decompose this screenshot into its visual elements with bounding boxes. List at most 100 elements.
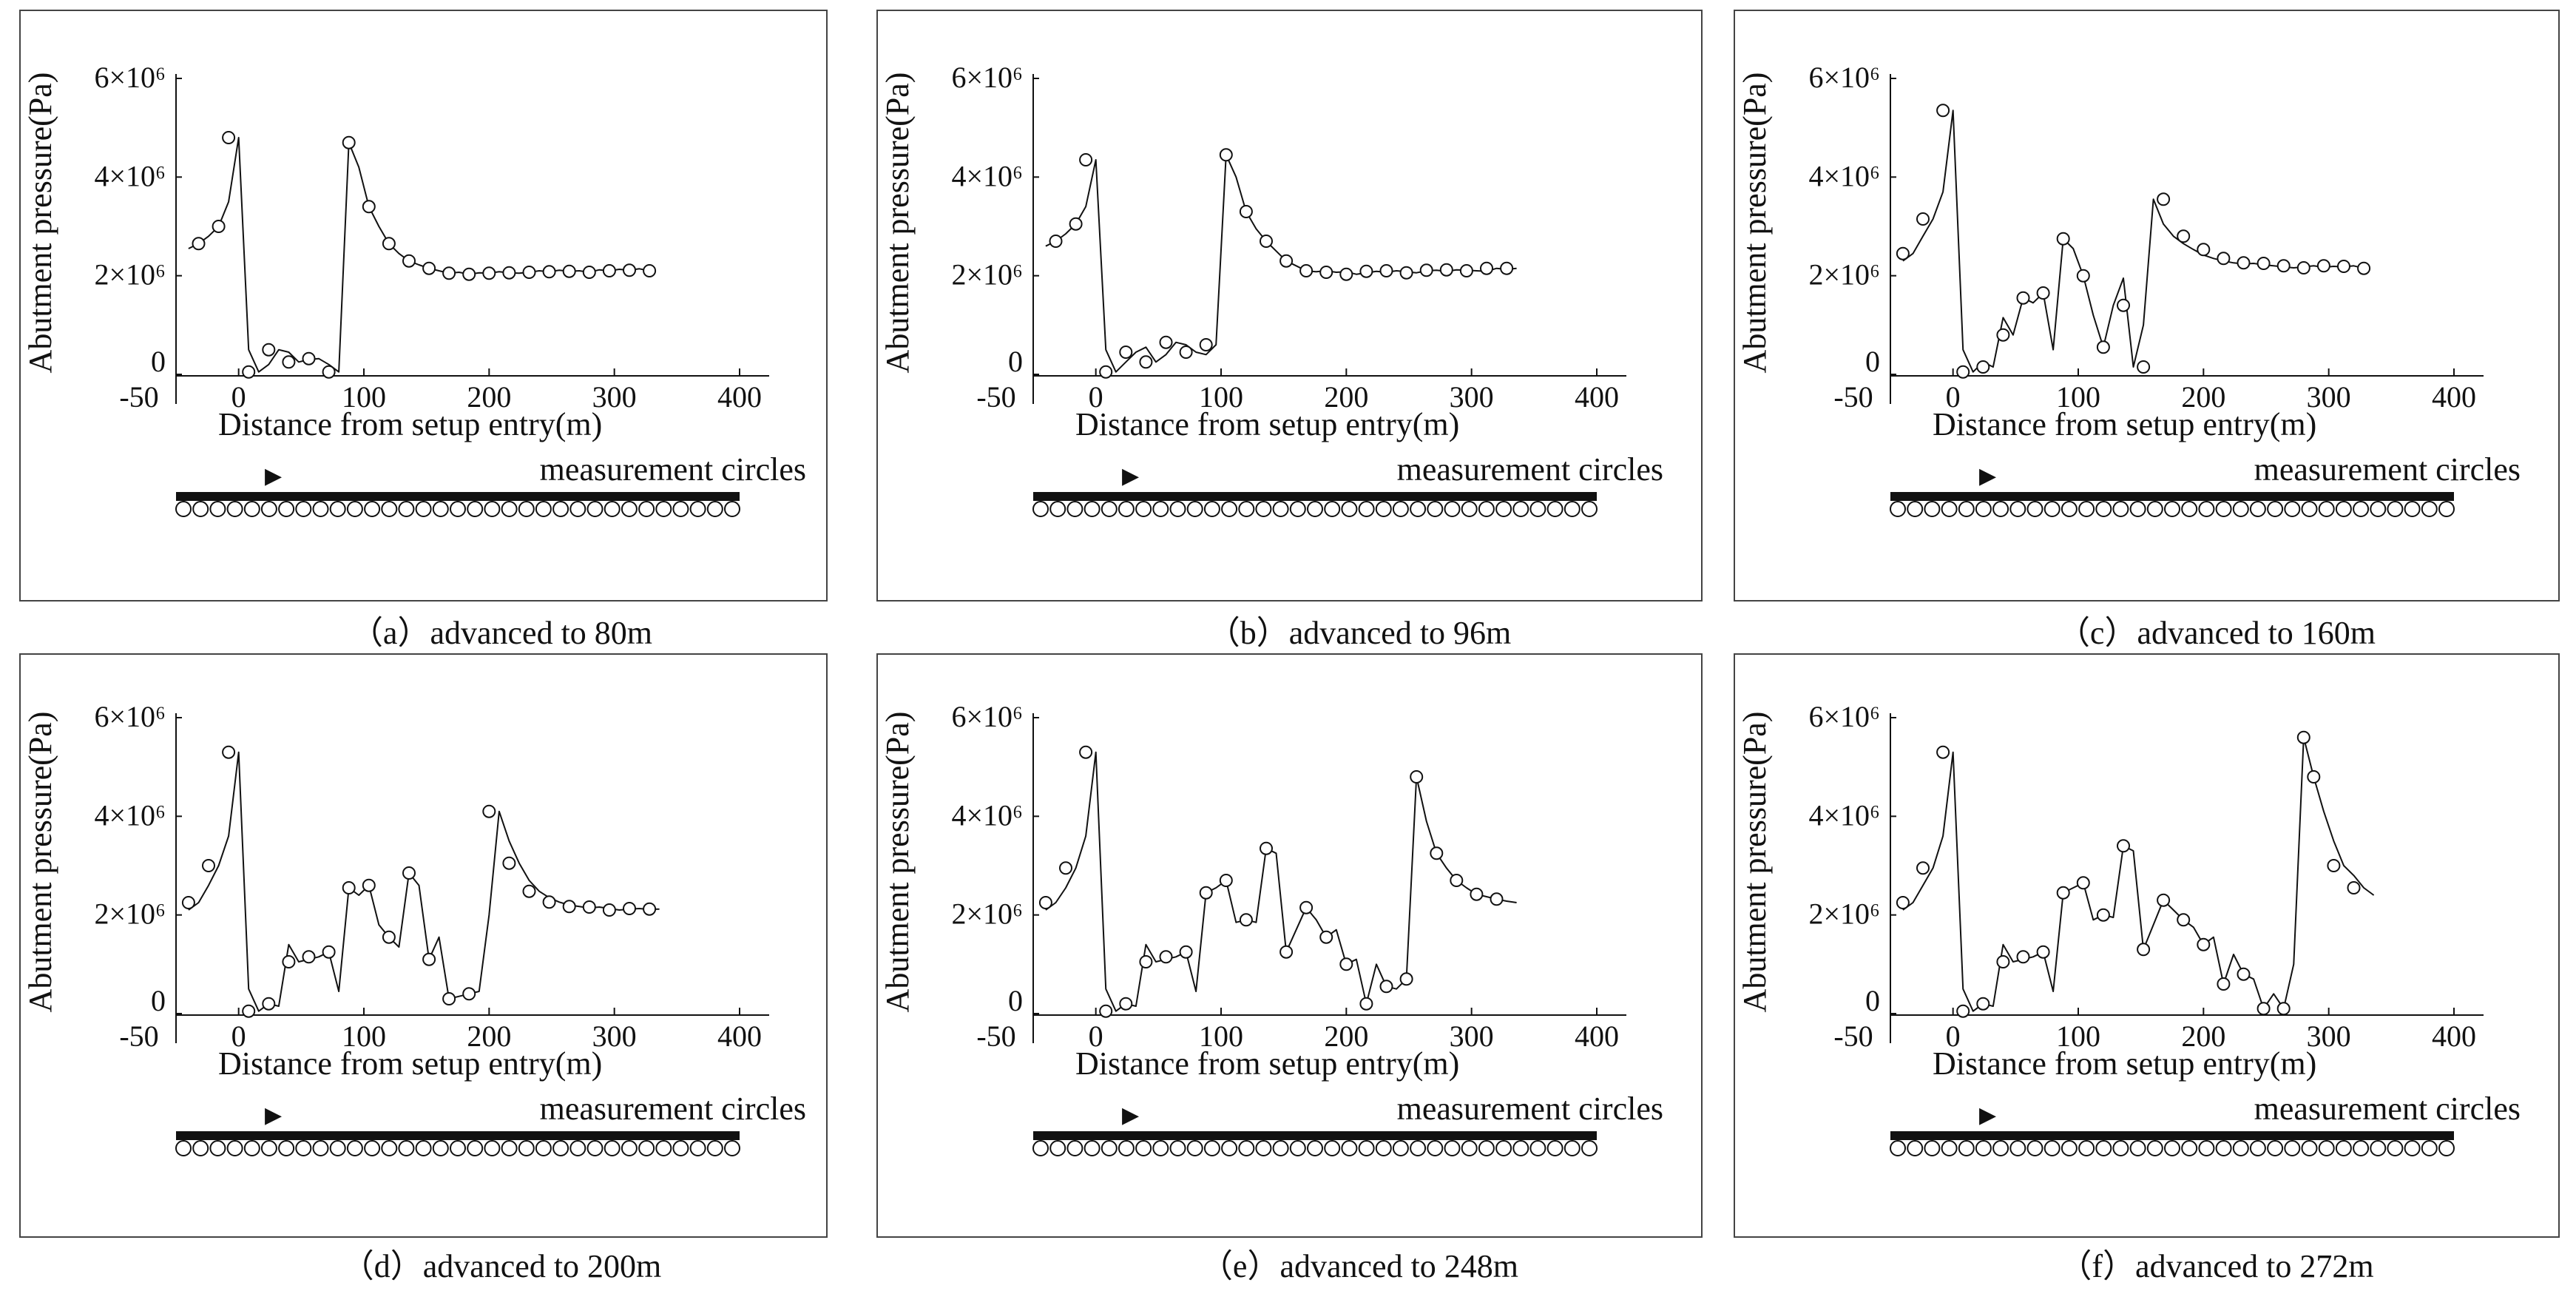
y-tick-label: 4×10⁶ [1808, 798, 1880, 832]
measurement-circle-icon [2249, 1140, 2266, 1156]
series-line [1045, 154, 1517, 373]
panel-frame [1734, 653, 2560, 1238]
data-point [1379, 980, 1393, 994]
measurement-circle-icon [1941, 501, 1958, 517]
x-tick-label: 100 [1199, 1020, 1243, 1053]
measurement-circle-icon [535, 501, 552, 517]
measurement-circle-icon [2078, 501, 2095, 517]
data-point [262, 997, 276, 1011]
measurement-circle-icon [1032, 501, 1049, 517]
data-point [1199, 338, 1213, 351]
measurement-circle-icon [2438, 501, 2455, 517]
panel-frame [19, 653, 828, 1238]
data-point [2056, 232, 2070, 246]
data-point [2347, 881, 2361, 894]
measurement-circle-icon [569, 1140, 586, 1156]
data-point [1399, 972, 1413, 986]
measurement-circle-icon [689, 1140, 706, 1156]
measurement-circle-icon [1307, 501, 1323, 517]
measurement-circle-icon [1427, 501, 1444, 517]
measurement-circle-icon [1563, 1140, 1581, 1156]
data-point [2256, 257, 2271, 270]
data-point [2197, 937, 2211, 951]
measurement-circle-icon [1546, 501, 1563, 517]
x-tick-label: 400 [2432, 1020, 2476, 1053]
measurement-circles-label: measurement circles [1397, 1091, 1663, 1127]
measurement-circle-icon [2335, 1140, 2352, 1156]
x-tick-label: 100 [1199, 380, 1243, 414]
measurement-circle-icon [1444, 501, 1461, 517]
measurement-circle-icon [1272, 501, 1289, 517]
measurement-circle-icon [175, 1140, 192, 1156]
data-point [1239, 913, 1253, 927]
measurement-circle-icon [1546, 1140, 1563, 1156]
y-tick-label: 6×10⁶ [94, 61, 166, 94]
measurement-circle-icon [1101, 1140, 1118, 1156]
y-tick-label: 0 [1865, 345, 1880, 378]
measurement-circle-icon [1427, 1140, 1444, 1156]
measurement-circle-icon [2043, 501, 2061, 517]
measurement-circle-icon [1255, 1140, 1272, 1156]
data-point [222, 745, 236, 759]
data-point [1319, 930, 1333, 944]
panel-caption: （b）advanced to 96m [1208, 615, 1512, 651]
measurement-circle-icon [398, 1140, 415, 1156]
y-tick-label: 2×10⁶ [1808, 258, 1880, 292]
measurement-circle-icon [1563, 501, 1581, 517]
measurement-circle-icon [2043, 1140, 2061, 1156]
x-tick-label: 200 [1324, 1020, 1368, 1053]
data-point [1279, 945, 1294, 959]
measurement-circle-icon [175, 501, 192, 517]
y-axis-label: Abutment pressure(Pa) [22, 73, 58, 374]
data-point [1219, 148, 1233, 162]
x-tick-label: 100 [342, 1020, 386, 1053]
measurement-circle-icon [398, 501, 415, 517]
measurement-circle-icon [1203, 1140, 1220, 1156]
data-point [1099, 1004, 1113, 1018]
measurement-circle-icon [2249, 501, 2266, 517]
x-tick-label: 300 [1450, 1020, 1494, 1053]
data-point [1179, 346, 1193, 359]
measurement-circle-icon [484, 501, 501, 517]
measurement-circle-icon [1307, 1140, 1323, 1156]
measurement-circle-icon [1375, 501, 1392, 517]
data-point [1079, 745, 1093, 759]
data-point [2016, 950, 2030, 964]
x-tick-label: 400 [1575, 1020, 1619, 1053]
measurement-circle-icon [2164, 1140, 2180, 1156]
x-tick-label: 200 [2181, 1020, 2225, 1053]
data-point [2137, 943, 2151, 957]
data-point [262, 343, 276, 357]
measurement-circle-icon [672, 501, 689, 517]
data-point [302, 950, 316, 964]
x-tick-label: 0 [231, 380, 246, 414]
measurement-circle-icon [706, 501, 723, 517]
measurement-circle-icon [1410, 501, 1427, 517]
x-tick-label: 400 [717, 380, 762, 414]
data-point [1159, 950, 1173, 964]
measurement-circles-label: measurement circles [540, 451, 806, 488]
panel-caption: （e）advanced to 248m [1200, 1248, 1518, 1284]
data-point [442, 992, 456, 1005]
measurement-circle-icon [1512, 501, 1529, 517]
measurement-circle-icon [1101, 501, 1118, 517]
data-point [2036, 945, 2050, 959]
x-tick-label: 0 [231, 1020, 246, 1053]
data-point [2016, 291, 2030, 305]
data-point [582, 266, 596, 279]
series-line [1902, 109, 2364, 373]
panel-caption: （a）advanced to 80m [351, 615, 652, 651]
measurement-circle-icon [484, 1140, 501, 1156]
measurement-circle-icon [1581, 1140, 1598, 1156]
measurement-circle-icon [552, 501, 569, 517]
roadway-bar [176, 1131, 740, 1140]
data-point [2296, 261, 2310, 274]
data-point [402, 866, 416, 880]
data-point [1419, 263, 1433, 277]
measurement-circle-icon [604, 501, 621, 517]
y-tick-label: 2×10⁶ [1808, 897, 1880, 931]
measurement-circle-icon [638, 501, 655, 517]
measurement-circle-icon [2146, 1140, 2163, 1156]
